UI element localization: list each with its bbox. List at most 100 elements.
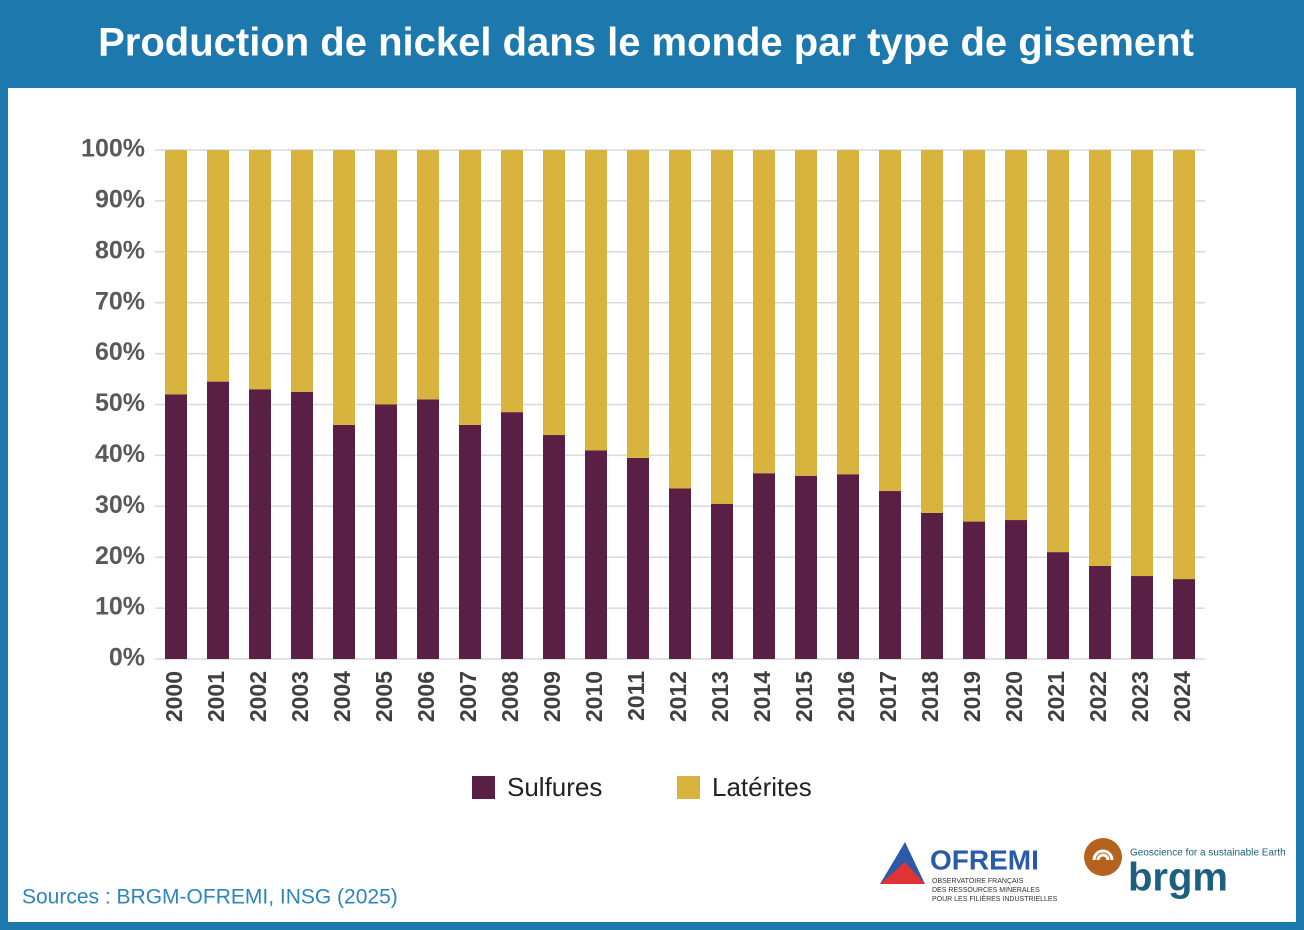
x-tick-label: 2017 [875,671,901,722]
bar-segment [333,150,355,425]
bar-segment [711,150,733,504]
source: Sources : BRGM-OFREMI, INSG (2025) [22,886,398,909]
y-tick-label: 90% [95,186,145,214]
bar-segment [207,381,229,659]
x-tick-label: 2013 [707,671,733,722]
y-tick-label: 50% [95,389,145,417]
bar-segment [669,488,691,659]
bar-segment [1047,150,1069,553]
legend-label: Sulfures [507,772,602,802]
bar-segment [543,150,565,436]
bar-segment [837,474,859,659]
bar-segment [375,404,397,659]
bar-segment [459,424,481,659]
bar-segment [417,399,439,659]
y-tick-label: 80% [95,236,145,264]
bar-segment [165,394,187,659]
bar-segment [795,150,817,476]
x-tick-label: 2024 [1169,671,1195,722]
bar-segment [585,150,607,451]
bar-segment [1089,150,1111,566]
bar-segment [291,150,313,392]
legend-swatch [472,776,495,799]
bar-segment [711,503,733,659]
x-tick-label: 2014 [749,671,775,722]
bar-segment [921,512,943,659]
bar-segment [207,150,229,382]
bar-segment [249,150,271,390]
ofremi-logo: OFREMI OBSERVATOIRE FRANÇAIS DES RESSOUR… [880,842,1058,903]
x-tick-label: 2002 [245,671,271,722]
x-tick-label: 2009 [539,671,565,722]
bar-segment [753,150,775,474]
x-tick-label: 2023 [1127,671,1153,722]
bar-segment [1005,520,1027,659]
logo-shape [1084,838,1122,876]
logo-text: brgm [1128,856,1228,900]
bar-segment [1005,150,1027,521]
bar-segment [1131,576,1153,659]
x-tick-label: 2021 [1043,671,1069,722]
y-tick-label: 100% [81,135,145,163]
x-tick-label: 2020 [1001,671,1027,722]
bar-segment [963,521,985,659]
bar-segment [165,150,187,395]
bar-segment [1173,150,1195,580]
x-tick-label: 2004 [329,671,355,722]
logo-text: OFREMI [930,844,1039,875]
y-tick-label: 60% [95,338,145,366]
bar-segment [585,450,607,659]
logo-text: OBSERVATOIRE FRANÇAIS [932,878,1024,885]
x-tick-label: 2011 [623,671,649,721]
y-tick-label: 10% [95,593,145,621]
brgm-logo: Geoscience for a sustainable Earth brgm [1084,838,1286,900]
bar-segment [1131,150,1153,577]
x-tick-label: 2019 [959,671,985,722]
x-tick-label: 2001 [203,671,229,722]
bar-segment [249,389,271,659]
bar-segment [375,150,397,405]
bar-segment [543,435,565,659]
y-tick-label: 0% [109,644,145,672]
logo-shape [880,862,925,884]
x-tick-label: 2007 [455,671,481,722]
bar-segment [1173,579,1195,659]
x-tick-label: 2022 [1085,671,1111,722]
bar-segment [501,412,523,659]
y-tick-label: 30% [95,491,145,519]
x-tick-label: 2010 [581,671,607,722]
y-tick-label: 70% [95,287,145,315]
x-tick-label: 2005 [371,671,397,722]
bar-segment [1047,552,1069,659]
logo-text: Geoscience for a sustainable Earth [1130,848,1286,859]
bar-segment [879,150,901,492]
bar-segment [879,491,901,659]
x-tick-label: 2003 [287,671,313,722]
y-tick-label: 20% [95,542,145,570]
bar-segment [459,150,481,425]
chart-title: Production de nickel dans le monde par t… [98,21,1194,65]
logo-text: POUR LES FILIÈRES INDUSTRIELLES [932,894,1058,903]
logo-shape [1092,849,1114,861]
x-tick-label: 2018 [917,671,943,722]
bar-segment [627,457,649,659]
bar-segment [963,150,985,522]
bar-segment [291,391,313,659]
x-tick-label: 2012 [665,671,691,722]
bar-segment [837,150,859,475]
bar-segment [501,150,523,413]
legend-label: Latérites [712,772,812,802]
x-tick-label: 2016 [833,671,859,722]
x-tick-label: 2015 [791,671,817,722]
x-tick-label: 2006 [413,671,439,722]
x-tick-label: 2000 [161,671,187,722]
bar-segment [627,150,649,458]
bar-segment [795,475,817,659]
y-tick-label: 40% [95,440,145,468]
bar-segment [417,150,439,400]
bar-segment [753,473,775,659]
legend-swatch [677,776,700,799]
logo-text: DES RESSOURCES MINERALES [932,887,1040,894]
bar-segment [333,424,355,659]
